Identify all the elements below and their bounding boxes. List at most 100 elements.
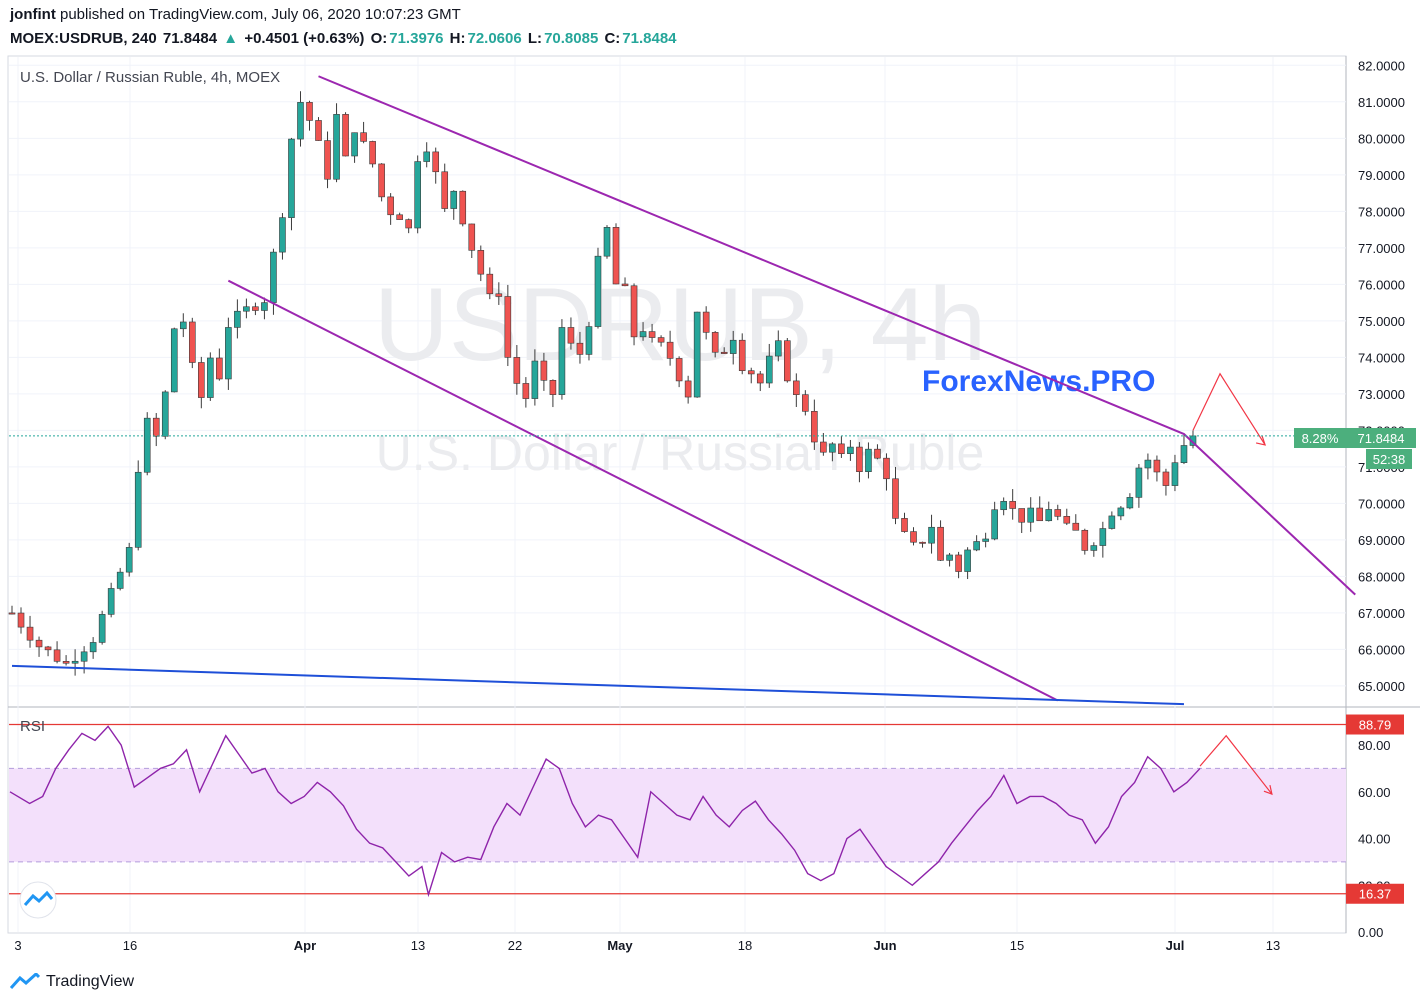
candle-body xyxy=(1072,522,1080,531)
last-price: 71.8484 xyxy=(162,30,218,47)
high-value: 72.0606 xyxy=(467,30,522,47)
candle-body xyxy=(1000,501,1007,511)
candle-body xyxy=(856,446,863,472)
candle-body xyxy=(576,342,584,355)
candle-body xyxy=(1126,497,1134,509)
candle-body xyxy=(630,285,638,338)
candle-body xyxy=(252,306,259,311)
candle-body xyxy=(62,661,70,664)
candle-body xyxy=(441,171,449,209)
price-tick-label: 75.0000 xyxy=(1358,314,1405,329)
rsi-forecast-arrow[interactable] xyxy=(1199,734,1273,795)
candle-body xyxy=(125,547,133,573)
candle-body xyxy=(351,132,358,157)
time-scale[interactable]: 3 16 Apr 13 22 May 18 Jun 15 Jul 13 xyxy=(14,938,1280,953)
percent-badge-text: 8.28% xyxy=(1302,431,1339,446)
channel-lower-trendline[interactable] xyxy=(227,279,1059,702)
candle-body xyxy=(170,328,178,393)
candle-body xyxy=(450,190,458,209)
time-tick-label[interactable]: 18 xyxy=(738,938,752,953)
price-tick-label: 67.0000 xyxy=(1358,606,1405,621)
time-tick-label[interactable]: Apr xyxy=(294,938,316,953)
price-tick-label: 80.0000 xyxy=(1358,131,1405,146)
support-trendline[interactable] xyxy=(11,664,1185,706)
candle-body xyxy=(883,457,890,480)
candle-body xyxy=(306,102,313,121)
candle-body xyxy=(657,337,665,343)
rsi-upper-badge-text: 88.79 xyxy=(1359,718,1392,733)
rsi-lower-badge-text: 16.37 xyxy=(1359,887,1392,902)
publisher-header: jonfint published on TradingView.com, Ju… xyxy=(10,6,461,23)
candle-body xyxy=(549,380,557,395)
publisher-name[interactable]: jonfint xyxy=(10,6,56,23)
candle-body xyxy=(189,321,196,363)
candle-body xyxy=(1099,528,1107,546)
candle-body xyxy=(738,339,746,371)
percent-badge xyxy=(1294,428,1346,448)
rsi-tick-label: 60.00 xyxy=(1358,785,1391,800)
channel-upper-trendline[interactable] xyxy=(318,75,1356,596)
price-tick-label: 65.0000 xyxy=(1358,679,1405,694)
candle-body xyxy=(342,114,349,157)
tradingview-logo-icon[interactable] xyxy=(19,881,57,919)
time-tick-label[interactable]: 16 xyxy=(123,938,137,953)
candle-body xyxy=(531,360,539,399)
price-tick-label: 74.0000 xyxy=(1358,350,1405,365)
symbol-header: MOEX:USDRUB, 240 71.8484 ▲ +0.4501 (+0.6… xyxy=(10,30,679,47)
candle-body xyxy=(143,417,151,473)
high-label: H: xyxy=(449,30,466,47)
time-tick-label[interactable]: 13 xyxy=(1266,938,1280,953)
drawings[interactable] xyxy=(11,75,1356,796)
candle-body xyxy=(432,151,440,173)
candle-body xyxy=(53,649,61,662)
published-text: published on TradingView.com, July 06, 2… xyxy=(60,6,461,23)
candle-body xyxy=(847,446,854,454)
candle-body xyxy=(558,327,566,395)
candle-body xyxy=(1009,501,1016,509)
candle-body xyxy=(1180,445,1188,464)
time-tick-label[interactable]: 3 xyxy=(14,938,21,953)
candle-body xyxy=(161,391,169,437)
candle-body xyxy=(829,443,836,453)
candle-body xyxy=(774,340,782,357)
candle-body xyxy=(928,526,935,544)
price-forecast-arrow[interactable] xyxy=(1192,372,1266,446)
candle-body xyxy=(98,614,106,643)
candle-body xyxy=(234,310,241,328)
candle-body xyxy=(784,340,791,382)
candle-body xyxy=(522,383,530,399)
price-scale[interactable]: 82.0000 81.0000 80.0000 79.0000 78.0000 77.00… xyxy=(1358,58,1405,694)
low-label: L: xyxy=(527,30,543,47)
candle-body xyxy=(378,163,385,198)
candle-body xyxy=(1063,516,1071,524)
time-tick-label[interactable]: 22 xyxy=(508,938,522,953)
footer-brand[interactable]: TradingView xyxy=(10,973,134,991)
time-tick-label[interactable]: Jun xyxy=(873,938,896,953)
candle-body xyxy=(198,362,205,398)
candle-body xyxy=(793,380,800,395)
time-tick-label[interactable]: May xyxy=(607,938,633,953)
rsi-tick-label: 40.00 xyxy=(1358,832,1391,847)
candle-body xyxy=(567,327,575,344)
brand-overlay: ForexNews.PRO xyxy=(922,365,1155,398)
rsi-lower-badge xyxy=(1346,883,1404,904)
time-tick-label[interactable]: 15 xyxy=(1010,938,1024,953)
candle-body xyxy=(405,219,412,229)
candle-body xyxy=(1027,507,1035,523)
time-tick-label[interactable]: 13 xyxy=(411,938,425,953)
price-tick-label: 79.0000 xyxy=(1358,168,1405,183)
time-tick-label[interactable]: Jul xyxy=(1166,938,1185,953)
candle-body xyxy=(1045,509,1053,522)
countdown-badge xyxy=(1366,449,1412,469)
candle-body xyxy=(243,306,250,312)
candle-body xyxy=(35,639,43,648)
open-value: 71.3976 xyxy=(389,30,444,47)
candle-body xyxy=(892,478,899,519)
price-tick-label: 68.0000 xyxy=(1358,569,1405,584)
candle-body xyxy=(1144,459,1152,469)
candle-body xyxy=(261,302,268,311)
candle-body xyxy=(946,554,953,561)
symbol-interval: MOEX:USDRUB, 240 xyxy=(10,30,157,47)
